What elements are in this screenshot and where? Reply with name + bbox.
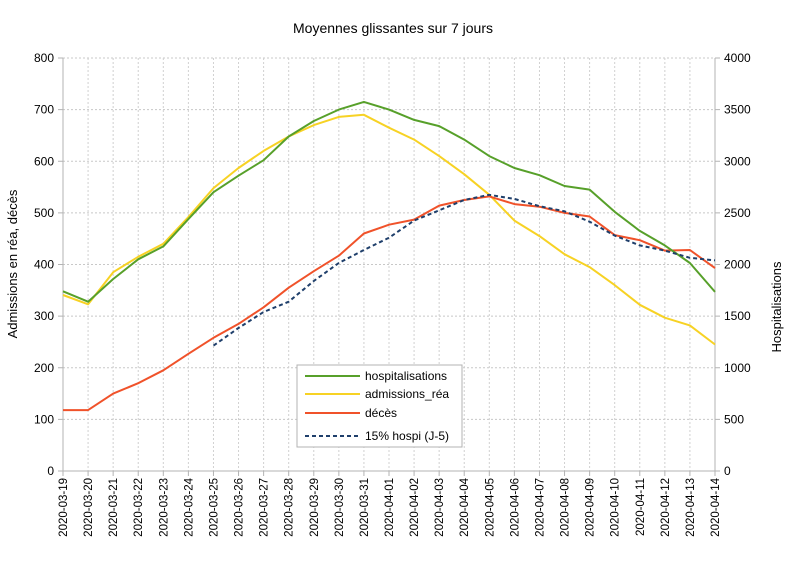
y-tick-label: 0 bbox=[47, 464, 54, 478]
x-tick-label: 2020-03-22 bbox=[133, 478, 145, 537]
x-tick-label: 2020-04-01 bbox=[384, 478, 396, 537]
legend: hospitalisations admissions_réa décès 15% h… bbox=[296, 364, 463, 448]
x-tick-label: 2020-04-12 bbox=[660, 478, 672, 537]
y-tick-label: 100 bbox=[34, 412, 54, 426]
x-tick-label: 2020-03-23 bbox=[158, 478, 170, 537]
y-tick-label: 700 bbox=[34, 103, 54, 117]
x-tick-label: 2020-03-20 bbox=[83, 478, 95, 537]
y2-tick-label: 2500 bbox=[724, 206, 751, 220]
y2-tick-label: 500 bbox=[724, 412, 744, 426]
x-tick-label: 2020-04-14 bbox=[710, 477, 722, 536]
x-tick-label: 2020-04-04 bbox=[459, 477, 471, 536]
y-tick-label: 500 bbox=[34, 206, 54, 220]
y2-tick-label: 3500 bbox=[724, 103, 751, 117]
y-tick-label: 200 bbox=[34, 361, 54, 375]
y-tick-label: 800 bbox=[34, 51, 54, 65]
y2-tick-label: 2000 bbox=[724, 258, 751, 272]
x-tick-label: 2020-03-27 bbox=[259, 478, 271, 537]
x-tick-label: 2020-04-06 bbox=[509, 478, 521, 537]
x-tick-label: 2020-04-02 bbox=[409, 478, 421, 537]
x-tick-label: 2020-03-29 bbox=[309, 478, 321, 537]
x-tick-label: 2020-03-30 bbox=[334, 478, 346, 537]
y-tick-label: 300 bbox=[34, 309, 54, 323]
y2-tick-label: 1500 bbox=[724, 309, 751, 323]
y2-tick-label: 3000 bbox=[724, 154, 751, 168]
legend-label: hospitalisations bbox=[365, 369, 447, 383]
y-axis-title: Admissions en réa, décès bbox=[5, 189, 20, 338]
x-tick-label: 2020-03-19 bbox=[58, 478, 70, 537]
x-tick-label: 2020-04-03 bbox=[434, 478, 446, 537]
x-tick-label: 2020-03-26 bbox=[234, 478, 246, 537]
legend-label: admissions_réa bbox=[365, 387, 449, 401]
legend-label: décès bbox=[365, 406, 397, 420]
y-tick-label: 400 bbox=[34, 258, 54, 272]
x-tick-label: 2020-04-10 bbox=[610, 478, 622, 537]
x-tick-label: 2020-03-25 bbox=[208, 478, 220, 537]
x-tick-label: 2020-04-09 bbox=[585, 478, 597, 537]
axes: 0 0 100 500 200 1000 300 1500 400 2000 500 2500 600 3… bbox=[34, 51, 751, 537]
x-tick-label: 2020-04-11 bbox=[635, 478, 647, 536]
x-tick-label: 2020-04-07 bbox=[534, 478, 546, 537]
series-line-15-hospi-j-5- bbox=[212, 193, 716, 347]
legend-box bbox=[296, 364, 463, 448]
series-lines bbox=[62, 100, 716, 412]
chart-title: Moyennes glissantes sur 7 jours bbox=[293, 20, 493, 36]
y2-tick-label: 1000 bbox=[724, 361, 751, 375]
x-tick-label: 2020-04-05 bbox=[484, 478, 496, 537]
x-tick-label: 2020-03-28 bbox=[284, 478, 296, 537]
y2-tick-label: 0 bbox=[724, 464, 731, 478]
y2-tick-label: 4000 bbox=[724, 51, 751, 65]
x-tick-label: 2020-03-24 bbox=[183, 477, 195, 536]
y-tick-label: 600 bbox=[34, 154, 54, 168]
x-tick-label: 2020-04-13 bbox=[685, 478, 697, 537]
x-tick-label: 2020-03-31 bbox=[359, 478, 371, 537]
legend-label: 15% hospi (J-5) bbox=[365, 429, 449, 443]
x-tick-label: 2020-04-08 bbox=[560, 478, 572, 537]
y2-axis-title: Hospitalisations bbox=[769, 261, 784, 353]
x-tick-label: 2020-03-21 bbox=[108, 478, 120, 537]
